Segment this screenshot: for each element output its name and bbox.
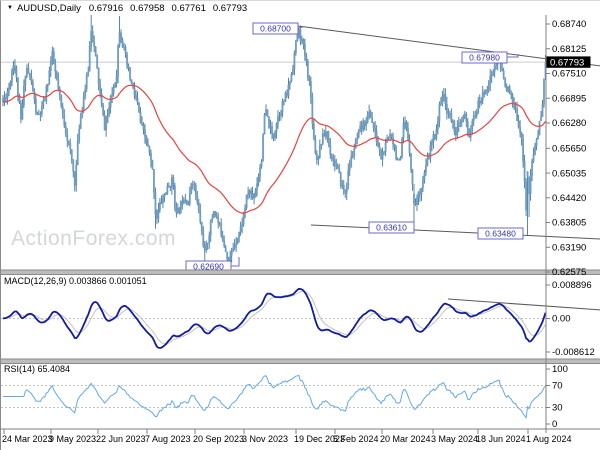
y-axis-label: 0.67510	[552, 69, 586, 80]
y-axis-label: 0.68125	[552, 44, 586, 55]
x-axis-label: 20 Sep 2023	[193, 434, 244, 444]
rsi-line	[3, 374, 546, 419]
x-axis-label: 24 Mar 2023	[2, 434, 53, 444]
y-axis-label: 0.63805	[552, 218, 586, 229]
main-price-panel[interactable]	[1, 14, 546, 267]
rsi-axis-label: 0	[552, 419, 557, 430]
price-label[interactable]: 0.68700	[252, 22, 304, 35]
macd-axis-label: 0.00	[552, 314, 571, 325]
y-axis-label: 0.64420	[552, 193, 586, 204]
x-axis-label: 20 Mar 2024	[380, 434, 431, 444]
panel-divider[interactable]	[1, 270, 600, 275]
svg-text:0.62690: 0.62690	[193, 261, 224, 271]
y-axis-label: 0.62575	[552, 267, 586, 278]
svg-text:0.67980: 0.67980	[469, 52, 500, 62]
macd-panel-title: MACD(12,26,9) 0.003866 0.001051	[4, 276, 147, 286]
watermark: ActionForex.com	[11, 227, 177, 250]
support-trendline[interactable]	[310, 224, 600, 240]
x-axis-label: 3 May 2024	[431, 434, 478, 444]
y-axis-label: 0.63190	[552, 242, 586, 253]
x-axis-label: 1 Aug 2024	[526, 434, 572, 444]
x-axis-label: 19 Dec 2023	[294, 434, 345, 444]
ohlc-close-value: 0.67793	[212, 2, 248, 14]
macd-axis-label: 0.008896	[552, 280, 592, 291]
collapse-chart-icon[interactable]: ▼	[7, 5, 13, 11]
moving-average-line[interactable]	[2, 84, 546, 214]
rsi-panel-title: RSI(14) 65.4084	[4, 364, 70, 374]
macd-indicator-values: 0.003866 0.001051	[69, 276, 147, 286]
svg-text:0.63610: 0.63610	[376, 222, 407, 232]
ohlc-low-value: 0.67761	[171, 2, 206, 14]
rsi-axis-label: 100	[552, 364, 568, 375]
rsi-axis-label: 70	[552, 381, 563, 392]
y-axis-label: 0.65035	[552, 168, 586, 179]
macd-signal-line	[2, 290, 546, 345]
symbol-period-label: AUDUSD,Daily	[16, 2, 81, 14]
x-axis-label: 9 May 2023	[49, 434, 96, 444]
price-label[interactable]: 0.67980	[461, 51, 519, 64]
y-axis-label: 0.66280	[552, 118, 586, 129]
rsi-axis-label: 30	[552, 403, 563, 414]
panel-divider[interactable]	[1, 359, 600, 364]
y-axis-label: 0.66895	[552, 93, 586, 104]
current-price-box: 0.67793	[546, 56, 591, 68]
price-label[interactable]: 0.63610	[368, 221, 415, 234]
rsi-indicator-value: 65.4084	[37, 364, 71, 374]
y-axis-label: 0.68740	[552, 19, 586, 30]
macd-axis-label: -0.008612	[552, 347, 595, 358]
macd-main-line	[2, 287, 546, 349]
macd-trendline[interactable]	[447, 298, 600, 311]
svg-text:0.67793: 0.67793	[550, 57, 584, 68]
chart-title-bar: ▼ AUDUSD,Daily 0.67916 0.67958 0.67761 0…	[1, 1, 600, 15]
ohlc-high-value: 0.67958	[130, 2, 165, 14]
x-axis-label: 3 Nov 2023	[242, 434, 288, 444]
ohlc-open-value: 0.67916	[88, 2, 124, 14]
x-axis-label: 18 Jun 2024	[476, 434, 526, 444]
candlestick-series	[2, 15, 546, 267]
macd-indicator-name: MACD(12,26,9)	[4, 276, 67, 286]
svg-text:0.68700: 0.68700	[260, 23, 291, 33]
x-axis-label: 22 Jun 2023	[96, 434, 146, 444]
macd-panel[interactable]	[2, 287, 546, 349]
y-axis-label: 0.65650	[552, 144, 586, 155]
x-axis-label: 5 Feb 2024	[333, 434, 379, 444]
price-label[interactable]: 0.63480	[477, 227, 524, 240]
rsi-indicator-name: RSI(14)	[4, 364, 36, 374]
svg-text:0.63480: 0.63480	[485, 228, 516, 238]
x-axis-label: 7 Aug 2023	[145, 434, 191, 444]
